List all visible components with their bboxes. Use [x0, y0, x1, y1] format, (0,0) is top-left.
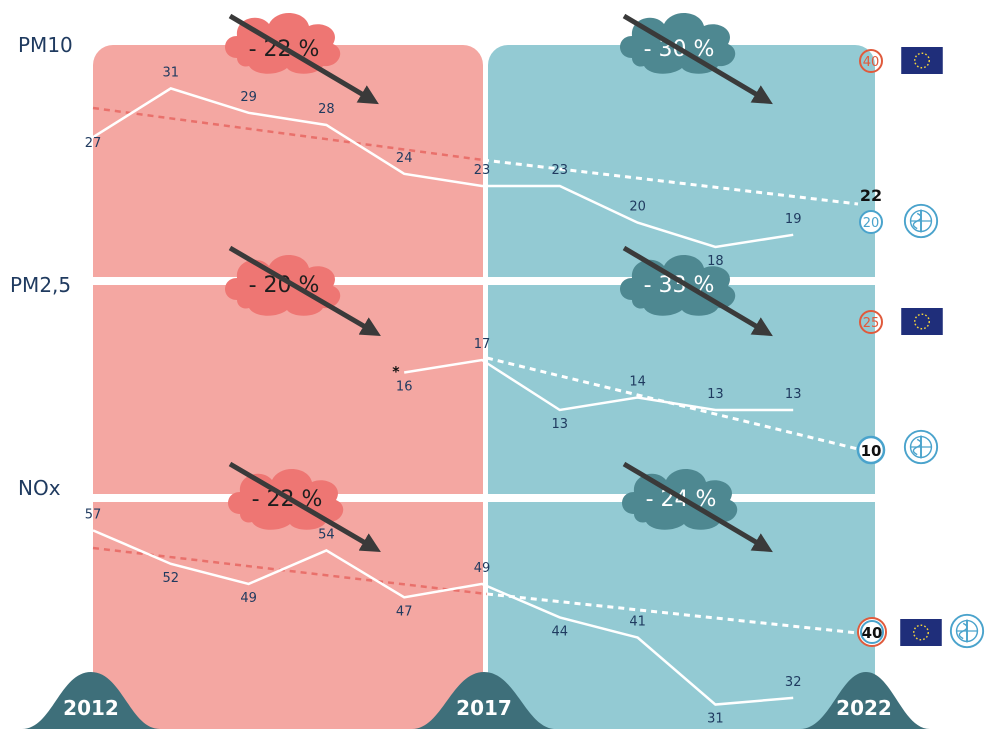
pm25-who-guideline-value: 10: [861, 442, 882, 460]
pm25-data-label: 14: [629, 375, 646, 390]
year-label-2017: 2017: [456, 696, 512, 720]
period-2017-2022-background: [488, 45, 875, 729]
pm10-data-label: 23: [552, 163, 569, 178]
pm25-eu-limit-value: 25: [863, 316, 880, 331]
pm10-data-label: 29: [240, 90, 257, 105]
nox-data-label: 31: [707, 712, 724, 727]
nox-limit-circle: [857, 617, 887, 647]
pm10-trend-2017-2022: [482, 158, 859, 206]
pm25-data-label: 17: [474, 337, 491, 352]
nox-who-icon: [949, 613, 985, 649]
year-marker-2012: 2012: [22, 672, 160, 729]
pm25-who-icon: [903, 429, 939, 465]
pm10-who-guideline-value: 20: [863, 216, 880, 231]
nox-limit-inner-circle: [860, 620, 884, 644]
nox-data-label: 54: [318, 527, 335, 542]
nox-data-label: 32: [785, 675, 802, 690]
pm10-data-label: 18: [707, 254, 724, 269]
decrease-arrows: [228, 13, 773, 553]
pm10-data-label: 31: [163, 65, 180, 80]
series-layer: 27 31 29 28 24 23 23 20 18 19 16 17 13 14 13 13 * 57 52 49 5…: [85, 65, 802, 726]
pm25-data-label: 13: [552, 417, 569, 432]
year-marker-2022: 2022: [800, 672, 930, 729]
pm10-who-guideline-circle: [859, 210, 883, 234]
nox-data-label: 49: [474, 561, 491, 576]
pm10-data-label: 24: [396, 151, 413, 166]
pm10-data-label: 19: [785, 212, 802, 227]
nox-decrease-arrow-2: [622, 461, 773, 553]
pm10-eu-flag-icon: [901, 47, 943, 74]
nox-trend-2012-2017: [92, 546, 488, 596]
pm10-decrease-arrow-2: [622, 13, 773, 105]
pm25-decrease-arrow-1: [228, 245, 381, 337]
year-label-2012: 2012: [63, 696, 119, 720]
pm10-who-icon: [903, 203, 939, 239]
pm10-data-label: 28: [318, 102, 335, 117]
separator-pm25-nox: [80, 494, 890, 502]
nox-data-label: 57: [85, 507, 102, 522]
pm25-series-line: [404, 358, 794, 412]
nox-data-label: 47: [396, 604, 413, 619]
separator-pm10-pm25: [80, 277, 890, 285]
pm25-data-label: 13: [707, 387, 724, 402]
pm10-data-label: 20: [629, 200, 646, 215]
nox-trend-2017-2022: [486, 592, 859, 635]
pm25-eu-limit-circle: [859, 310, 883, 334]
nox-limit-value: 40: [862, 624, 883, 642]
pm25-data-label: 16: [396, 380, 413, 395]
pm25-decrease-arrow-2: [622, 245, 773, 337]
period-2012-2017-background: [93, 45, 483, 729]
pm10-data-label: 27: [85, 136, 102, 151]
nox-decrease-arrow-1: [228, 461, 381, 553]
year-label-2022: 2022: [836, 696, 892, 720]
nox-data-label: 52: [163, 571, 180, 586]
pm25-who-guideline-circle: [856, 435, 886, 465]
row-title-pm25: PM2,5: [10, 273, 71, 297]
pm10-decrease-arrow-1: [228, 13, 379, 105]
pm10-series-line: [92, 87, 794, 249]
pm25-eu-flag-icon: [901, 308, 943, 335]
nox-eu-flag-icon: [900, 619, 942, 646]
row-title-pm10: PM10: [18, 33, 73, 57]
pm25-data-label: 13: [785, 387, 802, 402]
year-marker-2017: 2017: [412, 672, 556, 729]
nox-data-label: 49: [240, 591, 257, 606]
pm10-eu-limit-circle: [859, 49, 883, 73]
pm25-footnote-marker: *: [392, 365, 400, 381]
nox-series-line: [92, 529, 794, 706]
pm10-target-2022-value: 22: [860, 186, 882, 205]
pm10-data-label: 23: [474, 163, 491, 178]
nox-data-label: 44: [552, 624, 569, 639]
row-title-nox: NOx: [18, 476, 61, 500]
pm10-eu-limit-value: 40: [863, 55, 880, 70]
nox-data-label: 41: [629, 615, 646, 630]
